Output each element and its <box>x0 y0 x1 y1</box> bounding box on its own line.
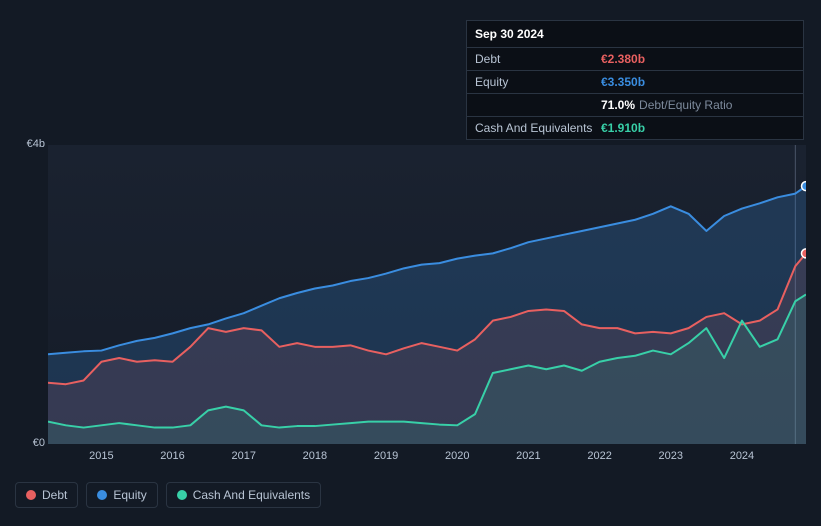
tooltip-row-label: Equity <box>475 75 601 89</box>
legend-item-cash[interactable]: Cash And Equivalents <box>166 482 321 508</box>
tooltip-date: Sep 30 2024 <box>467 21 803 47</box>
chart-svg <box>48 145 806 444</box>
tooltip-row-value: €3.350b <box>601 75 645 89</box>
tooltip-row-label <box>475 98 601 112</box>
legend-item-label: Equity <box>113 488 146 502</box>
legend-item-debt[interactable]: Debt <box>15 482 78 508</box>
y-axis-label: €4b <box>15 138 45 150</box>
tooltip-row-value: €2.380b <box>601 52 645 66</box>
data-tooltip: Sep 30 2024 Debt€2.380bEquity€3.350b71.0… <box>466 20 804 140</box>
x-axis-label: 2020 <box>445 450 469 462</box>
y-axis-label: €0 <box>15 437 45 449</box>
tooltip-row-label: Debt <box>475 52 601 66</box>
legend-item-label: Debt <box>42 488 67 502</box>
x-axis-label: 2024 <box>730 450 754 462</box>
tooltip-row-extra: Debt/Equity Ratio <box>639 98 732 112</box>
x-axis-label: 2022 <box>587 450 611 462</box>
x-axis-label: 2019 <box>374 450 398 462</box>
legend-dot-icon <box>177 490 187 500</box>
legend-item-label: Cash And Equivalents <box>193 488 310 502</box>
plot-area[interactable] <box>48 145 806 444</box>
x-axis-label: 2017 <box>231 450 255 462</box>
x-axis-label: 2023 <box>659 450 683 462</box>
legend-dot-icon <box>26 490 36 500</box>
tooltip-row-value: 71.0% <box>601 98 635 112</box>
tooltip-row: Equity€3.350b <box>467 70 803 93</box>
tooltip-row: Debt€2.380b <box>467 47 803 70</box>
tooltip-row: 71.0% Debt/Equity Ratio <box>467 93 803 116</box>
chart-area: €0 €4b 2015 2016 2017 2018 2019 2020 2021 2022 20… <box>15 126 806 468</box>
legend-item-equity[interactable]: Equity <box>86 482 157 508</box>
x-axis-label: 2018 <box>303 450 327 462</box>
series-end-dot-debt <box>802 249 807 258</box>
x-axis-label: 2015 <box>89 450 113 462</box>
legend: Debt Equity Cash And Equivalents <box>15 482 321 508</box>
legend-dot-icon <box>97 490 107 500</box>
x-axis-label: 2021 <box>516 450 540 462</box>
series-end-dot-equity <box>802 182 807 191</box>
x-axis-label: 2016 <box>160 450 184 462</box>
